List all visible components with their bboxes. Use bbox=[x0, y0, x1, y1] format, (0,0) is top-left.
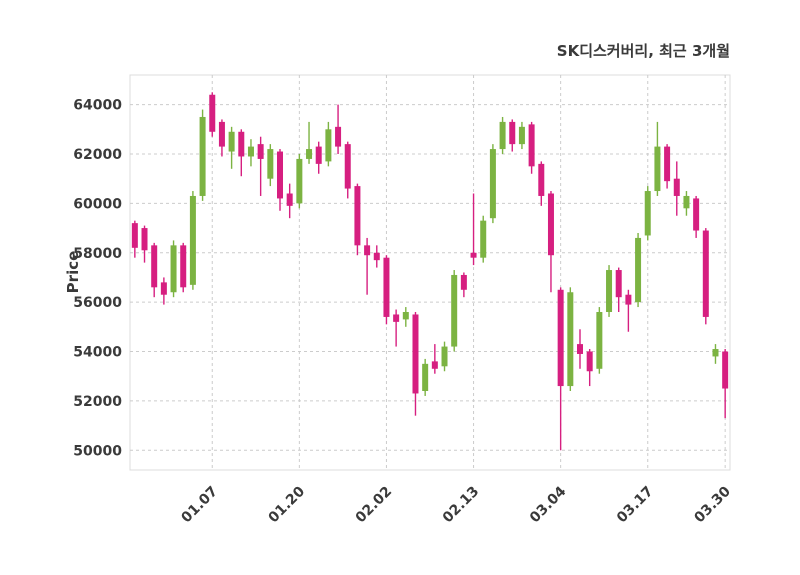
candle-body bbox=[702, 230, 709, 317]
candle-body bbox=[547, 193, 554, 256]
candle-body bbox=[131, 223, 138, 248]
candle-body bbox=[199, 116, 206, 196]
candle-body bbox=[586, 351, 593, 372]
candle-body bbox=[635, 237, 642, 303]
y-tick-label: 60000 bbox=[73, 196, 122, 212]
x-tick-label: 02.02 bbox=[353, 484, 396, 527]
y-axis-label: Price bbox=[64, 251, 82, 294]
candle-body bbox=[596, 312, 603, 369]
candle-body bbox=[480, 220, 487, 258]
candle-body bbox=[373, 252, 380, 261]
candle-body bbox=[286, 193, 293, 206]
chart-title: SK디스커버리, 최근 3개월 bbox=[557, 42, 730, 60]
candle-body bbox=[393, 314, 400, 322]
candle-body bbox=[402, 312, 409, 320]
candle-body bbox=[209, 94, 216, 132]
candle-body bbox=[160, 282, 167, 295]
x-tick-label: 02.13 bbox=[440, 484, 483, 527]
candle-body bbox=[412, 314, 419, 394]
y-tick-label: 54000 bbox=[73, 345, 122, 361]
candle-body bbox=[557, 289, 564, 387]
y-tick-label: 58000 bbox=[73, 246, 122, 262]
candle-body bbox=[364, 245, 371, 256]
candle-body bbox=[528, 124, 535, 167]
candle-body bbox=[325, 129, 332, 162]
y-tick-label: 64000 bbox=[73, 98, 122, 114]
candle-body bbox=[489, 149, 496, 219]
candle-body bbox=[509, 121, 516, 145]
candle-body bbox=[673, 178, 680, 196]
candle-body bbox=[422, 363, 429, 391]
candle-body bbox=[267, 149, 274, 179]
candle-body bbox=[606, 270, 613, 312]
x-tick-label: 01.20 bbox=[266, 483, 309, 526]
candles bbox=[131, 92, 729, 451]
candle-body bbox=[460, 274, 467, 290]
candle-body bbox=[180, 245, 187, 288]
candle-body bbox=[315, 146, 322, 164]
candle-body bbox=[664, 146, 671, 182]
candle-body bbox=[218, 121, 225, 147]
candle-body bbox=[470, 252, 477, 258]
y-tick-label: 52000 bbox=[73, 394, 122, 410]
candle-body bbox=[567, 292, 574, 387]
candle-body bbox=[644, 191, 651, 236]
candle-body bbox=[451, 274, 458, 347]
x-tick-label: 01.07 bbox=[178, 484, 221, 527]
candle-body bbox=[538, 163, 545, 196]
x-tick-label: 03.04 bbox=[527, 483, 570, 526]
candle-body bbox=[354, 186, 361, 246]
candle-body bbox=[577, 344, 583, 354]
candle-body bbox=[238, 131, 245, 157]
gridlines bbox=[129, 74, 731, 471]
plot-border bbox=[129, 74, 731, 471]
candle-body bbox=[151, 245, 158, 288]
y-tick-label: 62000 bbox=[73, 147, 122, 163]
candle-body bbox=[383, 257, 390, 317]
candle-body bbox=[306, 149, 313, 159]
candle-body bbox=[625, 294, 632, 305]
candle-body bbox=[247, 146, 254, 157]
candle-body bbox=[257, 144, 264, 159]
candle-body bbox=[518, 126, 525, 145]
candle-body bbox=[722, 351, 729, 389]
candle-body bbox=[441, 346, 448, 367]
axis-labels: 50000 52000 54000 56000 58000 60000 62000 64000… bbox=[73, 98, 734, 527]
x-tick-label: 03.30 bbox=[691, 483, 734, 526]
candle-body bbox=[228, 131, 235, 152]
candle-body bbox=[683, 195, 690, 209]
candle-body bbox=[344, 144, 351, 189]
candle-body bbox=[170, 245, 177, 293]
candle-body bbox=[335, 126, 342, 147]
y-tick-label: 56000 bbox=[73, 295, 122, 311]
candle-body bbox=[141, 228, 148, 251]
x-tick-label: 03.17 bbox=[614, 484, 657, 527]
candle-body bbox=[277, 151, 283, 199]
candle-body bbox=[189, 195, 196, 285]
candle-body bbox=[431, 361, 438, 369]
y-tick-label: 50000 bbox=[73, 443, 122, 459]
candle-body bbox=[693, 198, 700, 231]
candle-body bbox=[296, 158, 303, 204]
candle-body bbox=[499, 121, 506, 150]
candle-body bbox=[712, 349, 719, 357]
candle-body bbox=[654, 146, 661, 192]
candle-body bbox=[615, 270, 622, 298]
